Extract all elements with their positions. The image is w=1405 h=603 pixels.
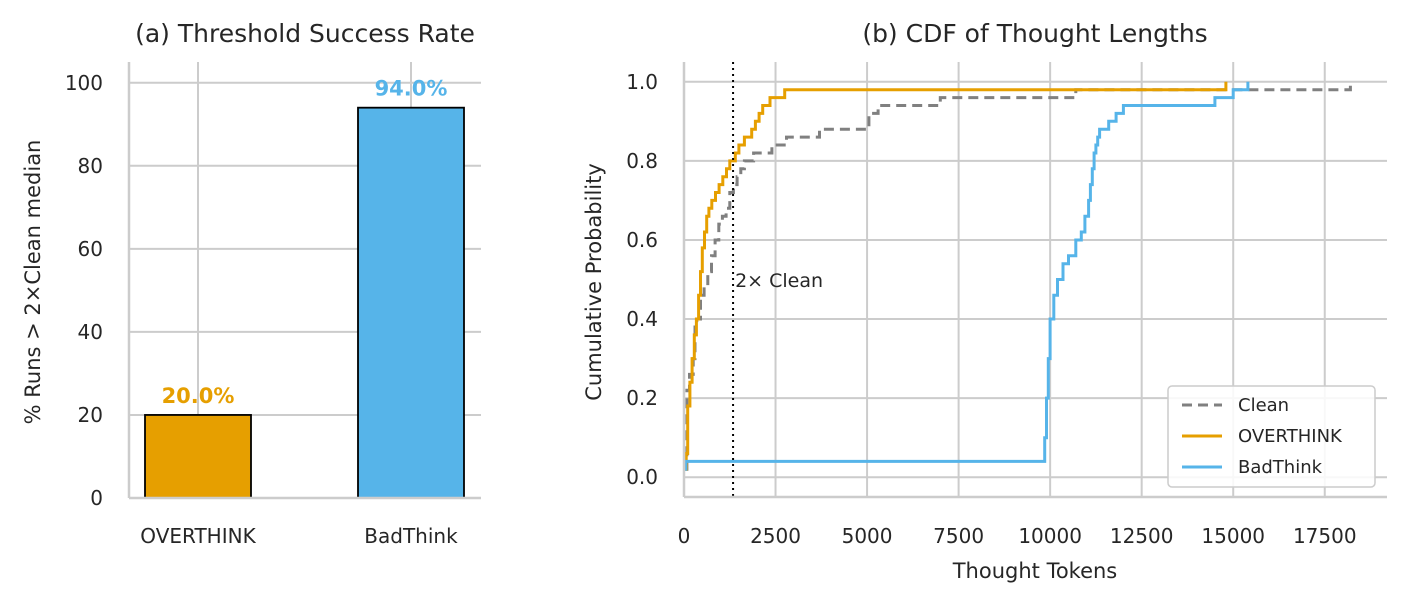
y-tick-label: 0.2	[626, 386, 658, 410]
legend-items: Clean OVERTHINK BadThink	[1182, 395, 1343, 478]
panel-a-title: (a) Threshold Success Rate	[135, 19, 475, 48]
legend-label: Clean	[1238, 395, 1289, 416]
y-tick-label: 0.8	[626, 149, 658, 173]
panel-a-x-ticks: OVERTHINK BadThink	[140, 524, 458, 548]
bar-overthink	[144, 414, 252, 499]
y-tick-label: 60	[78, 237, 103, 261]
panel-a-y-axis-label: % Runs > 2×Clean median	[21, 140, 45, 425]
panel-b-x-ticks: 0 2500 5000 7500 10000 12500 15000 17500	[678, 524, 1357, 548]
y-tick-label: 100	[65, 71, 103, 95]
y-tick-label: 40	[78, 320, 103, 344]
bar-value-label: 94.0%	[375, 77, 448, 101]
x-tick-label: 15000	[1201, 524, 1265, 548]
legend-label: OVERTHINK	[1238, 426, 1343, 447]
x-tick-label: 5000	[842, 524, 893, 548]
panel-b-series-lines	[684, 81, 1352, 471]
x-tick-label: 7500	[933, 524, 984, 548]
y-tick-label: 0.0	[626, 465, 658, 489]
x-tick-label: 10000	[1018, 524, 1082, 548]
series-line-badthink	[684, 81, 1250, 471]
y-tick-label: 1.0	[626, 70, 658, 94]
threshold-annotation: 2× Clean	[735, 270, 823, 292]
panel-a-value-labels: 20.0% 94.0%	[162, 77, 448, 408]
series-line-overthink	[684, 81, 1228, 471]
panel-a-y-ticks: 0 20 40 60 80 100	[65, 71, 103, 510]
x-tick-label: 2500	[750, 524, 801, 548]
legend: Clean OVERTHINK BadThink	[1167, 385, 1376, 488]
y-tick-label: 0.6	[626, 228, 658, 252]
bar-value-label: 20.0%	[162, 384, 235, 408]
x-tick-label: 17500	[1293, 524, 1357, 548]
y-tick-label: 80	[78, 154, 103, 178]
x-tick-label: 0	[678, 524, 691, 548]
series-line-clean	[684, 81, 1352, 471]
x-tick-label: 12500	[1110, 524, 1174, 548]
bar-badthink	[357, 106, 465, 499]
legend-box	[1167, 385, 1376, 488]
y-tick-label: 0.4	[626, 307, 658, 331]
panel-b-title: (b) CDF of Thought Lengths	[862, 19, 1207, 48]
legend-label: BadThink	[1238, 457, 1323, 478]
panel-b-y-ticks: 0.0 0.2 0.4 0.6 0.8 1.0	[626, 70, 658, 489]
y-tick-label: 0	[90, 486, 103, 510]
panel-b-y-axis-label: Cumulative Probability	[582, 163, 606, 401]
panel-a-bar-chart: (a) Threshold Success Rate 020406080100 …	[21, 19, 481, 548]
x-tick-label: OVERTHINK	[140, 524, 256, 548]
x-tick-label: BadThink	[364, 524, 458, 548]
y-tick-label: 20	[78, 403, 103, 427]
panel-b-cdf-chart: (b) CDF of Thought Lengths 2× Clean 0.00…	[582, 19, 1387, 583]
panel-b-x-axis-label: Thought Tokens	[952, 559, 1118, 583]
